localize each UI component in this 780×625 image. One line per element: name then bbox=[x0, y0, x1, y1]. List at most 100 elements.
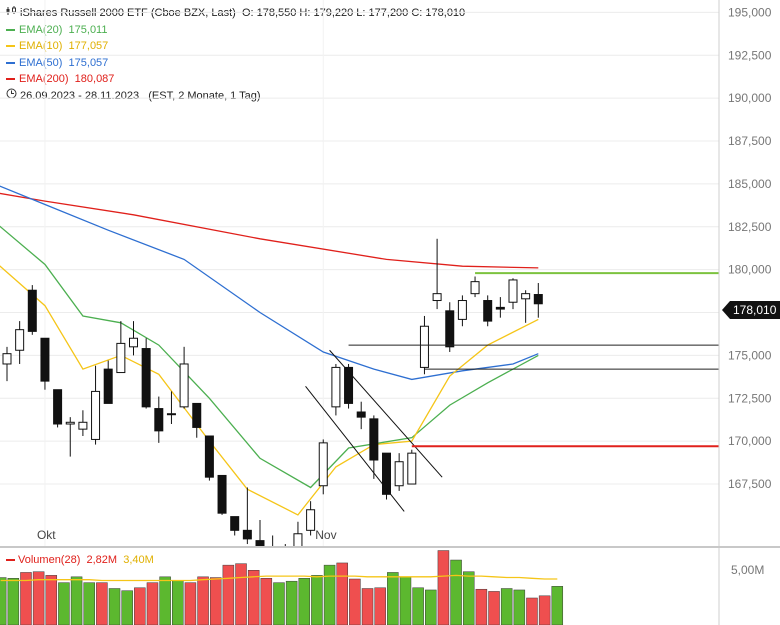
candle-down bbox=[369, 418, 379, 461]
ema20-line bbox=[0, 225, 539, 489]
ema50-label: EMA(50) bbox=[19, 56, 63, 69]
volume-bar bbox=[425, 589, 437, 625]
candle-down bbox=[533, 294, 543, 305]
volume-bar bbox=[197, 576, 209, 625]
candle-down bbox=[382, 452, 391, 495]
candle-up bbox=[179, 363, 189, 408]
ema10-legend: EMA(10) 177,057 bbox=[6, 38, 465, 55]
candle-up bbox=[78, 421, 88, 430]
y-tick-label: 187,500 bbox=[728, 134, 772, 148]
candle-up bbox=[331, 366, 341, 408]
volume-bar bbox=[235, 563, 247, 625]
last-price-tag-bg bbox=[722, 301, 780, 319]
chart-legend: iShares Russell 2000 ETF (Cboe BZX, Last… bbox=[6, 5, 465, 104]
candles bbox=[2, 238, 543, 558]
instrument-title: iShares Russell 2000 ETF (Cboe BZX, Last… bbox=[20, 7, 236, 20]
y-tick-label: 180,000 bbox=[728, 263, 772, 277]
x-tick-label: Okt bbox=[37, 528, 56, 542]
candle-up bbox=[306, 509, 316, 531]
candle-up bbox=[166, 413, 176, 416]
volume-bar bbox=[58, 582, 70, 625]
ema10-line bbox=[0, 265, 539, 516]
y-tick-label: 190,000 bbox=[728, 91, 772, 105]
candle-down bbox=[217, 474, 227, 514]
channel-upper-line bbox=[329, 349, 443, 478]
candle-down bbox=[53, 389, 63, 425]
volume-bar bbox=[209, 577, 222, 625]
volume-bar bbox=[32, 571, 45, 625]
ema200-label: EMA(200) bbox=[19, 73, 69, 86]
candle-up bbox=[91, 390, 101, 440]
candle-down bbox=[356, 411, 366, 418]
candle-up bbox=[457, 300, 467, 320]
candle-up bbox=[116, 342, 126, 374]
candle-up bbox=[508, 279, 518, 303]
y-tick-label: 192,500 bbox=[728, 48, 772, 62]
volume-bar bbox=[108, 588, 121, 625]
volume-bar bbox=[134, 587, 146, 625]
volume-value: 2,82M bbox=[86, 554, 118, 566]
volume-bar bbox=[538, 595, 551, 625]
candle-up bbox=[65, 421, 75, 425]
volume-bar bbox=[0, 577, 7, 625]
y-tick-label: 167,500 bbox=[728, 477, 772, 491]
candle-up bbox=[394, 461, 404, 487]
candle-up bbox=[407, 452, 417, 485]
volume-bar bbox=[247, 570, 260, 625]
volume-bar bbox=[513, 589, 526, 625]
volume-bar bbox=[361, 588, 374, 625]
x-tick-label: Nov bbox=[315, 528, 336, 542]
ema10-swatch bbox=[6, 45, 15, 48]
volume-bar bbox=[374, 587, 386, 625]
candle-down bbox=[255, 540, 265, 546]
candle-up bbox=[521, 293, 531, 300]
volume-bar bbox=[70, 576, 83, 625]
candle-up bbox=[432, 293, 442, 302]
volume-legend: Volumen(28) 2,82M 3,40M bbox=[6, 554, 154, 566]
candle-down bbox=[483, 300, 493, 322]
ema200-swatch bbox=[6, 78, 15, 81]
candle-up bbox=[2, 353, 12, 365]
candle-down bbox=[242, 529, 252, 540]
volume-bar bbox=[311, 575, 323, 625]
volume-bar bbox=[526, 597, 538, 625]
volume-tick-label: 5,00M bbox=[731, 563, 764, 577]
candle-up bbox=[129, 337, 138, 348]
volume-bar bbox=[260, 578, 273, 625]
y-tick-label: 170,000 bbox=[728, 434, 772, 448]
instrument-row: iShares Russell 2000 ETF (Cboe BZX, Last… bbox=[6, 5, 465, 22]
panel-separator bbox=[0, 546, 780, 548]
last-price-label: 178,010 bbox=[733, 303, 777, 317]
ema10-value: 177,057 bbox=[68, 40, 109, 53]
candle-down bbox=[154, 408, 164, 432]
ema20-label: EMA(20) bbox=[19, 23, 63, 36]
volume-bar bbox=[273, 582, 285, 625]
ema200-legend: EMA(200) 180,087 bbox=[6, 71, 465, 88]
candle-down bbox=[204, 435, 214, 478]
candle-down bbox=[141, 348, 151, 408]
candle-down bbox=[269, 553, 277, 558]
volume-panel bbox=[0, 550, 564, 625]
volume-bar bbox=[387, 572, 399, 625]
volume-bar bbox=[336, 562, 348, 625]
date-range-row: 26.09.2023 - 28.11.2023 (EST, 2 Monate, … bbox=[6, 88, 465, 105]
volume-bar bbox=[121, 590, 133, 625]
volume-bar bbox=[146, 582, 159, 625]
candle-up bbox=[293, 533, 303, 546]
volume-bar bbox=[45, 575, 58, 625]
volume-bar bbox=[159, 576, 171, 625]
ema20-legend: EMA(20) 175,011 bbox=[6, 22, 465, 39]
trendlines bbox=[305, 349, 443, 512]
volume-bar bbox=[222, 564, 235, 625]
volume-swatch bbox=[6, 559, 15, 562]
volume-bar bbox=[323, 564, 336, 625]
ema50-legend: EMA(50) 175,057 bbox=[6, 55, 465, 72]
volume-bar bbox=[285, 580, 298, 625]
candle-up bbox=[419, 325, 429, 368]
volume-bar bbox=[462, 571, 475, 625]
ema50-swatch bbox=[6, 61, 15, 64]
ema50-value: 175,057 bbox=[68, 56, 109, 69]
candle-down bbox=[344, 366, 354, 404]
